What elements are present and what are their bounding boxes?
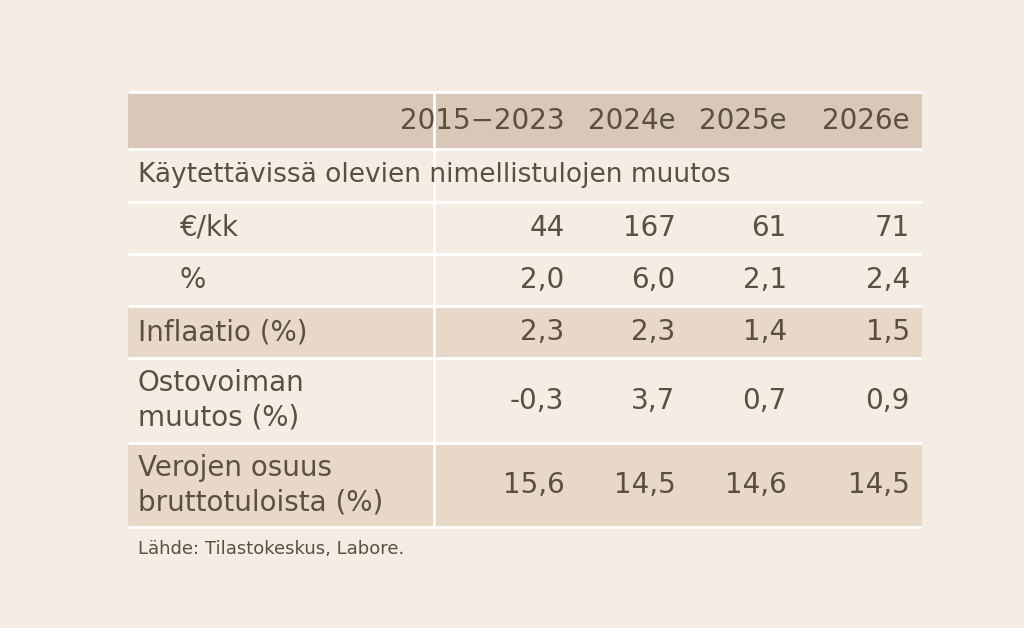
Text: Verojen osuus
bruttotuloista (%): Verojen osuus bruttotuloista (%) xyxy=(137,454,383,516)
Text: 2,4: 2,4 xyxy=(865,266,909,294)
Text: 0,9: 0,9 xyxy=(865,387,909,414)
Text: 61: 61 xyxy=(752,214,786,242)
Text: 2,3: 2,3 xyxy=(520,318,564,346)
Text: -0,3: -0,3 xyxy=(510,387,564,414)
Text: 71: 71 xyxy=(874,214,909,242)
Text: Ostovoiman
muutos (%): Ostovoiman muutos (%) xyxy=(137,369,304,432)
Text: Inflaatio (%): Inflaatio (%) xyxy=(137,318,307,346)
Bar xyxy=(128,358,922,443)
Text: Käytettävissä olevien nimellistulojen muutos: Käytettävissä olevien nimellistulojen mu… xyxy=(137,163,730,188)
Bar xyxy=(128,443,922,528)
Text: 3,7: 3,7 xyxy=(632,387,676,414)
Text: 2,3: 2,3 xyxy=(632,318,676,346)
Text: 2026e: 2026e xyxy=(822,107,909,135)
Text: 1,5: 1,5 xyxy=(865,318,909,346)
Text: €/kk: €/kk xyxy=(179,214,239,242)
Text: 1,4: 1,4 xyxy=(742,318,786,346)
Text: 2,1: 2,1 xyxy=(742,266,786,294)
Text: 6,0: 6,0 xyxy=(632,266,676,294)
Bar xyxy=(128,202,922,254)
Text: 2024e: 2024e xyxy=(588,107,676,135)
Text: Lähde: Tilastokeskus, Labore.: Lähde: Tilastokeskus, Labore. xyxy=(137,539,403,558)
Text: 14,6: 14,6 xyxy=(725,471,786,499)
Text: 14,5: 14,5 xyxy=(613,471,676,499)
Text: 0,7: 0,7 xyxy=(742,387,786,414)
Bar xyxy=(128,149,922,202)
Text: 167: 167 xyxy=(623,214,676,242)
Text: 44: 44 xyxy=(529,214,564,242)
Bar xyxy=(128,92,922,149)
Text: 2,0: 2,0 xyxy=(520,266,564,294)
Text: 2025e: 2025e xyxy=(699,107,786,135)
Bar xyxy=(128,254,922,306)
Text: 14,5: 14,5 xyxy=(848,471,909,499)
Text: 2015−2023: 2015−2023 xyxy=(399,107,564,135)
Bar xyxy=(128,306,922,358)
Text: 15,6: 15,6 xyxy=(503,471,564,499)
Text: %: % xyxy=(179,266,206,294)
